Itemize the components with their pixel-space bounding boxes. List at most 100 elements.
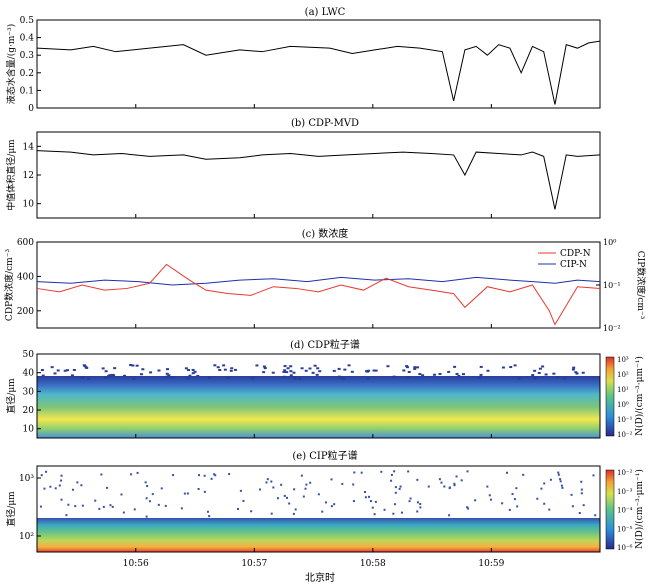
panel-c-ytick-tick-label: 200	[17, 307, 34, 317]
panel-e-sparse-point	[557, 471, 560, 474]
panel-d-sparse-point	[537, 371, 541, 374]
panel-d-heatmap	[37, 376, 600, 438]
panel-e-sparse-point	[374, 500, 377, 503]
panel-e-sparse-point	[151, 493, 154, 496]
panel-e-sparse-point	[516, 505, 519, 508]
panel-d-sparse-point	[513, 364, 517, 367]
x-axis-ticks: 10:56 10:57 10:58 10:59	[123, 104, 505, 569]
panel-e-heatmap	[37, 518, 600, 552]
panel-d-sparse-point	[461, 373, 465, 376]
panel-e-sparse-point	[214, 474, 217, 477]
panel-e-title: (e) CIP粒子谱	[292, 449, 357, 462]
panel-e-sparse-point	[54, 487, 57, 490]
panel-c-y2ticks: 10⁻² 10⁻¹ 10⁰	[596, 238, 621, 333]
panel-d-sparse-point	[541, 365, 545, 368]
panel-e-sparse-point	[67, 503, 70, 506]
panel-e-sparse-point	[474, 499, 477, 502]
panel-d-sparse-point	[271, 371, 275, 374]
panel-a-ytick-tick-label: 0.1	[20, 86, 34, 96]
panel-d-sparse-point	[455, 372, 459, 375]
panel-e-sparse-point	[285, 496, 288, 499]
panel-e-sparse-point	[416, 501, 419, 504]
panel-e-sparse-point	[543, 482, 546, 485]
panel-e-sparse-point	[341, 482, 344, 485]
panel-e-sparse-point	[120, 493, 123, 496]
panel-d-sparse-point	[509, 366, 513, 369]
panel-d-sparse-point	[283, 365, 287, 368]
panel-e-sparse-point	[145, 515, 148, 518]
panel-d-sparse-point	[184, 367, 188, 370]
panel-e-sparse-point	[236, 508, 239, 511]
panel-e-sparse-point	[486, 485, 489, 488]
panel-d-sparse-point	[402, 369, 406, 372]
panel-e-sparse-point	[242, 499, 245, 502]
panel-d-colorbar-tick: 10³	[617, 356, 629, 364]
panel-e: (e) CIP粒子谱 直径/μm 10³ 10² 10⁻² 10⁻³ 10⁻⁴ 10⁻⁵…	[5, 449, 645, 553]
panel-e-sparse-point	[511, 493, 514, 496]
panel-d-sparse-point	[337, 367, 341, 370]
panel-e-sparse-point	[300, 474, 303, 477]
x-axis-label: 北京时	[305, 571, 335, 584]
panel-e-sparse-point	[60, 498, 63, 501]
panel-d-sparse-point	[167, 374, 171, 377]
panel-d-sparse-point	[332, 369, 336, 372]
panel-b-ylabel: 中值体积直径/μm	[5, 139, 17, 211]
panel-d-sparse-point	[187, 369, 191, 372]
panel-e-sparse-point	[373, 513, 376, 516]
panel-a-ylabel: 液态水含量/(g·m⁻³)	[5, 24, 17, 105]
panel-c: (c) 数浓度 CDP数浓度/cm⁻³ CIP数浓度/cm⁻³ 200 400 60…	[3, 227, 647, 333]
panel-e-sparse-point	[148, 500, 151, 503]
panel-e-sparse-point	[157, 503, 160, 506]
panel-e-sparse-point	[353, 471, 356, 474]
panel-d-sparse-point	[517, 377, 521, 380]
panel-e-sparse-point	[40, 474, 43, 477]
panel-d-sparse-point	[343, 368, 347, 371]
panel-d-sparse-point	[80, 376, 84, 379]
panel-d-sparse-point	[157, 369, 161, 372]
panel-e-sparse-point	[206, 510, 209, 513]
panel-d-sparse-point	[285, 371, 289, 374]
panel-e-sparse-point	[304, 487, 307, 490]
panel-e-sparse-point	[594, 514, 597, 517]
panel-e-sparse-point	[399, 485, 402, 488]
panel-e-sparse-point	[467, 507, 470, 510]
panel-e-sparse-point	[570, 493, 573, 496]
panel-d-sparse-point	[337, 375, 341, 378]
panel-d-sparse-point	[87, 377, 91, 380]
panel-e-sparse-point	[228, 473, 231, 476]
panel-d-sparse-point	[293, 377, 297, 380]
panel-e-sparse-point	[364, 490, 367, 493]
panel-e-sparse-point	[394, 486, 397, 489]
panel-e-sparse-point	[371, 506, 374, 509]
panel-c-yticks: 200 400 600	[17, 238, 41, 317]
panel-c-ytick-tick-label: 400	[17, 272, 34, 282]
panel-c-frame	[36, 241, 601, 329]
panel-d-colorbar-tick: 10⁻²	[617, 431, 633, 439]
panel-e-sparse-point	[416, 510, 419, 513]
panel-e-sparse-point	[122, 511, 125, 514]
panel-e-sparse-point	[292, 512, 295, 515]
panel-e-sparse-point	[409, 497, 412, 500]
panel-d-sparse-points	[40, 364, 585, 380]
panel-e-sparse-point	[557, 473, 560, 476]
panel-d-sparse-point	[40, 369, 44, 372]
panel-d-ylabel: 直径/μm	[5, 378, 17, 414]
panel-d-sparse-point	[366, 377, 370, 380]
panel-d-sparse-point	[286, 367, 290, 370]
panel-e-sparse-point	[58, 484, 61, 487]
panel-d-sparse-point	[421, 374, 425, 377]
panel-a-ytick-tick-label: 0	[28, 104, 34, 114]
x-tick-label: 10:58	[360, 559, 386, 569]
panel-e-sparse-point	[416, 478, 419, 481]
panel-d-sparse-point	[50, 366, 54, 369]
panel-d-sparse-point	[255, 364, 259, 367]
panel-a-ytick-tick-label: 0.4	[20, 34, 35, 44]
panel-d-sparse-point	[438, 372, 442, 375]
panel-d-sparse-point	[229, 369, 233, 372]
panel-e-sparse-point	[270, 480, 273, 483]
panel-d-sparse-point	[110, 373, 114, 376]
panel-e-sparse-point	[407, 470, 410, 473]
panel-e-colorbar-tick: 10⁻⁴	[617, 507, 633, 515]
panel-d-sparse-point	[289, 374, 293, 377]
panel-a-lwc-line	[36, 40, 601, 105]
